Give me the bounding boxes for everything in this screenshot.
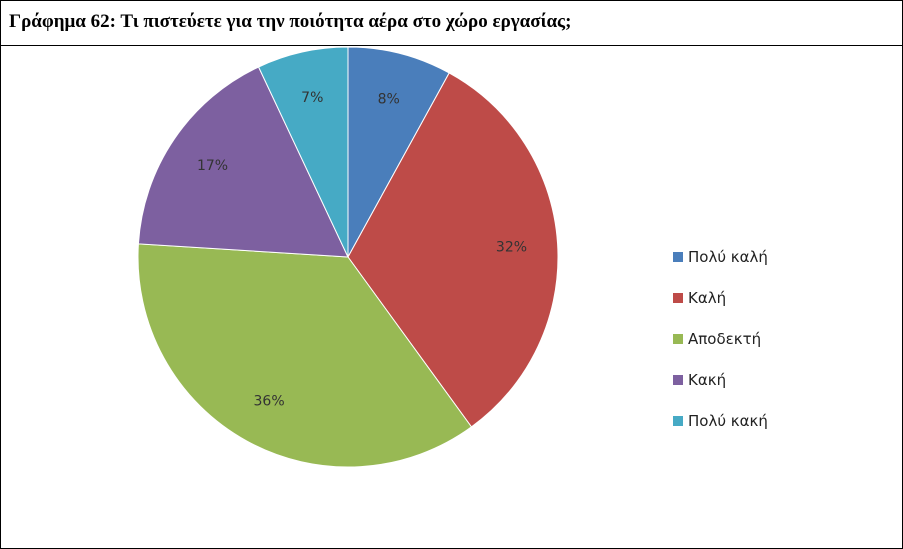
- legend-label: Καλή: [688, 288, 727, 307]
- pie-slice: [347, 72, 559, 428]
- legend-item: Αποδεκτή: [673, 318, 873, 359]
- title-bar: Γράφημα 62: Τι πιστεύετε για την ποιότητ…: [1, 1, 902, 46]
- legend: Πολύ καλή Καλή Αποδεκτή Κακή Πολύ κακή: [673, 236, 873, 441]
- pie-slice: [257, 46, 349, 258]
- legend-item: Πολύ κακή: [673, 400, 873, 441]
- legend-label: Κακή: [688, 370, 727, 389]
- legend-item: Πολύ καλή: [673, 236, 873, 277]
- legend-label: Αποδεκτή: [688, 329, 762, 348]
- legend-label: Πολύ καλή: [688, 247, 768, 266]
- slice-data-label: 36%: [254, 394, 285, 410]
- legend-swatch: [673, 415, 683, 426]
- legend-swatch: [673, 251, 683, 262]
- pie-slice: [347, 46, 450, 258]
- pie-slice: [137, 66, 349, 258]
- plot-area: 8% 32% 36% 17% 7% Πολύ καλή Καλή Αποδεκτή Κακή Π…: [1, 46, 902, 548]
- legend-item: Καλή: [673, 277, 873, 318]
- legend-label: Πολύ κακή: [688, 411, 768, 430]
- slice-data-label: 7%: [301, 90, 323, 106]
- legend-item: Κακή: [673, 359, 873, 400]
- pie-slice: [137, 243, 473, 468]
- legend-swatch: [673, 292, 683, 303]
- slice-data-label: 32%: [496, 240, 527, 256]
- pie-chart: 8% 32% 36% 17% 7%: [137, 46, 559, 468]
- legend-swatch: [673, 374, 683, 385]
- slice-data-label: 17%: [197, 158, 228, 174]
- slice-data-label: 8%: [378, 91, 400, 107]
- chart-title: Γράφημα 62: Τι πιστεύετε για την ποιότητ…: [9, 11, 572, 32]
- legend-swatch: [673, 333, 683, 344]
